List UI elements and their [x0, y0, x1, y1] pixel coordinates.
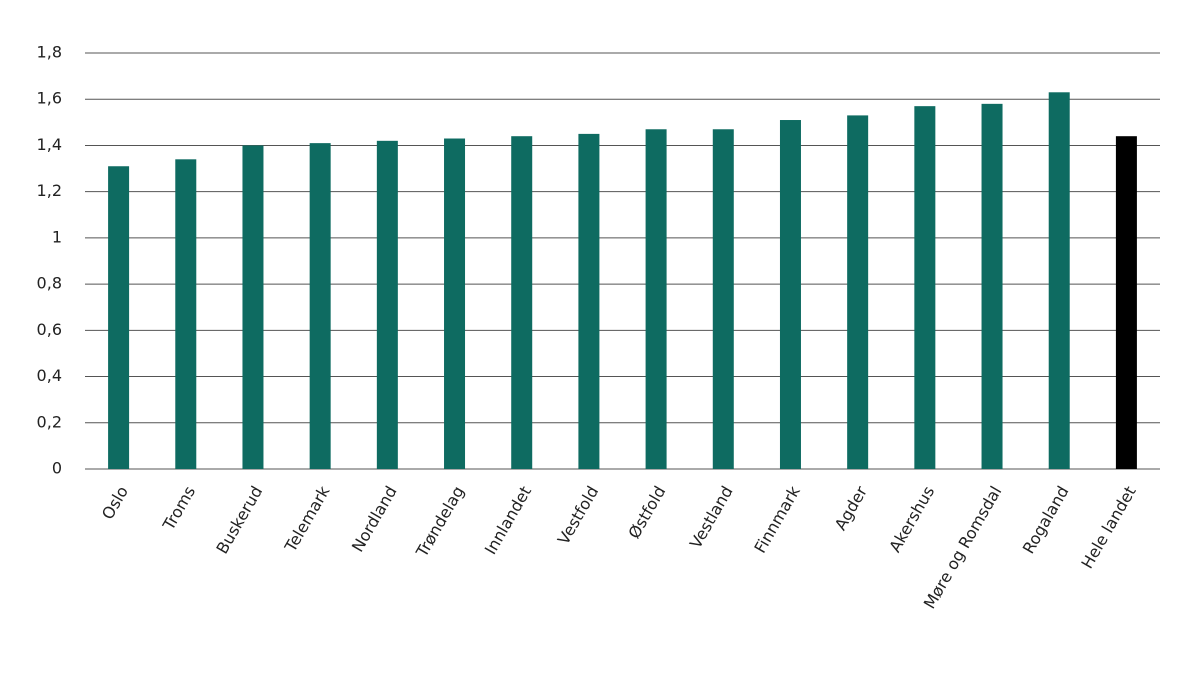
- bar: [108, 166, 130, 469]
- x-tick-label: Innlandet: [481, 483, 535, 558]
- x-tick-label: Finnmark: [750, 482, 804, 556]
- x-tick-label: Nordland: [348, 483, 401, 556]
- bar: [779, 120, 801, 470]
- bar: [645, 129, 667, 469]
- y-tick-label: 0,6: [37, 320, 62, 339]
- y-tick-label: 1,8: [37, 43, 62, 62]
- y-tick-label: 0,4: [37, 366, 62, 385]
- bar: [981, 103, 1003, 469]
- x-tick-label: Troms: [159, 483, 200, 534]
- x-tick-label: Buskerud: [212, 483, 266, 557]
- x-tick-label: Agder: [831, 482, 872, 533]
- bar: [1048, 92, 1070, 470]
- x-tick-label: Vestland: [686, 483, 737, 552]
- x-tick-label: Trøndelag: [412, 483, 468, 561]
- bar: [175, 159, 197, 470]
- x-tick-label: Telemark: [280, 482, 334, 556]
- x-tick-label: Møre og Romsdal: [920, 483, 1006, 612]
- x-tick-label: Oslo: [98, 483, 132, 523]
- bar: [914, 106, 936, 470]
- bar: [511, 136, 533, 469]
- bar: [1115, 136, 1137, 469]
- bar: [309, 143, 331, 469]
- x-tick-label: Hele landet: [1077, 483, 1139, 572]
- x-tick-label: Østfold: [624, 483, 669, 542]
- y-tick-label: 1,6: [37, 89, 62, 108]
- bar: [242, 145, 264, 469]
- bar: [578, 133, 600, 469]
- y-tick-label: 1,2: [37, 181, 62, 200]
- y-tick-label: 0,8: [37, 274, 62, 293]
- y-tick-label: 0: [52, 459, 62, 478]
- bar: [376, 140, 398, 470]
- x-tick-label: Vestfold: [554, 483, 603, 548]
- x-tick-label: Akershus: [885, 483, 938, 556]
- bar: [444, 138, 466, 469]
- y-tick-label: 1,4: [37, 135, 62, 154]
- bar: [847, 115, 869, 470]
- x-tick-label: Rogaland: [1019, 483, 1073, 557]
- y-tick-label: 0,2: [37, 412, 62, 431]
- y-tick-label: 1: [52, 227, 62, 246]
- bar: [712, 129, 734, 469]
